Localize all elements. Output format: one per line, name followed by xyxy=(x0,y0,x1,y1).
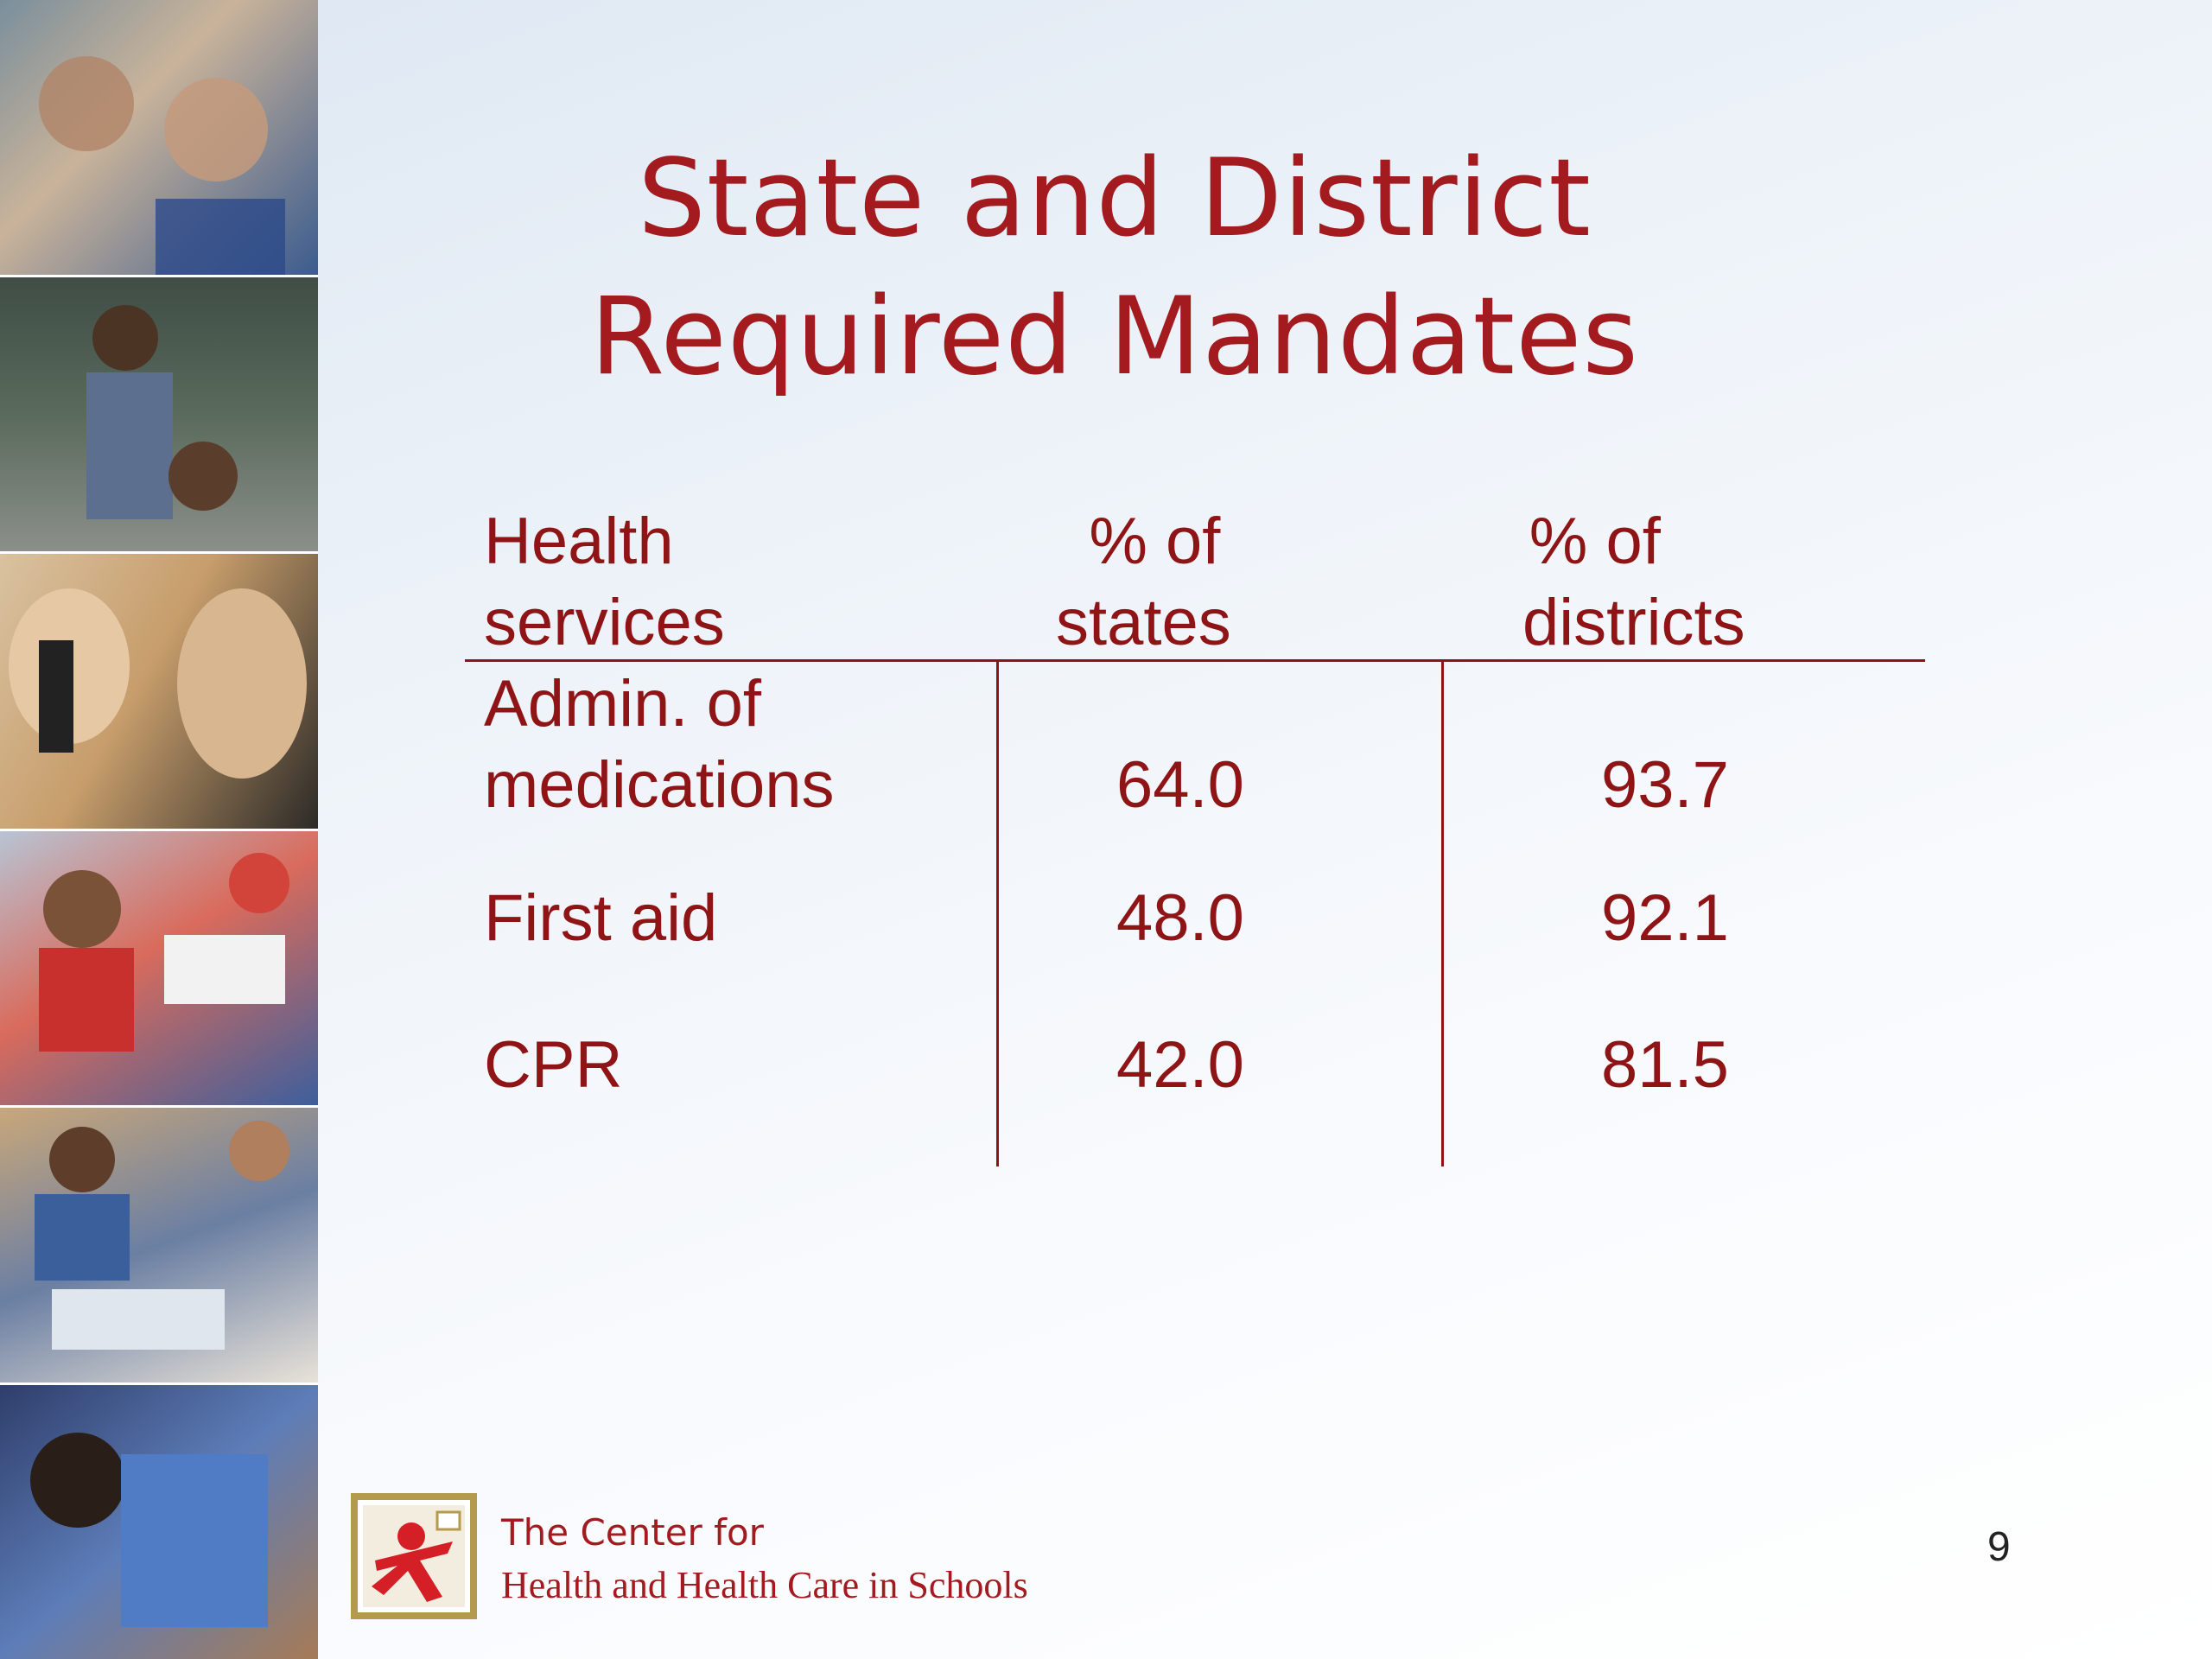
organization-name-line2: Health and Health Care in Schools xyxy=(501,1564,1028,1606)
organization-name-line1: The Center for xyxy=(501,1511,764,1554)
photo-strip xyxy=(0,0,318,1659)
photo-adult-child-ear-exam xyxy=(0,0,318,277)
photo-girls-microscope xyxy=(0,554,318,831)
page-number: 9 xyxy=(1987,1524,2011,1570)
column-divider-2 xyxy=(1441,661,1444,1166)
header-percent-districts-line1: % of xyxy=(1529,505,1661,578)
running-figure-icon xyxy=(372,1510,461,1602)
photo-children-outdoors xyxy=(0,830,318,1108)
row-first-aid-states: 48.0 xyxy=(1116,881,1244,955)
row-cpr-states: 42.0 xyxy=(1116,1028,1244,1102)
header-percent-districts-line2: districts xyxy=(1522,586,1745,659)
photo-3-figure xyxy=(9,588,307,779)
row-cpr-service: CPR xyxy=(484,1028,623,1102)
organization-logo xyxy=(351,1493,477,1619)
row-admin-medications-districts: 93.7 xyxy=(1601,748,1729,822)
header-health-services-line2: services xyxy=(484,586,725,659)
photo-child-bending xyxy=(0,1384,318,1659)
photo-boy-at-chalkboard xyxy=(0,276,318,554)
row-first-aid-service: First aid xyxy=(484,881,718,955)
slide-title: State and District Required Mandates xyxy=(589,137,1640,399)
photo-child-at-nurse-office xyxy=(0,1108,318,1385)
row-cpr-districts: 81.5 xyxy=(1601,1028,1729,1102)
photo-1-figure xyxy=(39,56,285,275)
row-admin-medications-line2: medications xyxy=(484,748,835,822)
header-percent-states-line1: % of xyxy=(1089,505,1221,578)
row-first-aid-districts: 92.1 xyxy=(1601,881,1729,955)
header-percent-states-line2: states xyxy=(1056,586,1231,659)
column-divider-1 xyxy=(996,661,999,1166)
photo-4-figure xyxy=(39,852,289,1052)
header-percent-states: % of states xyxy=(1056,501,1231,664)
header-percent-districts: % of districts xyxy=(1522,501,1745,664)
row-admin-medications-service: Admin. of medications xyxy=(484,664,835,826)
header-health-services: Health services xyxy=(484,501,725,664)
photo-5-figure xyxy=(35,1121,289,1350)
photo-2-figure xyxy=(86,304,238,519)
header-health-services-line1: Health xyxy=(484,505,674,578)
row-admin-medications-line1: Admin. of xyxy=(484,667,762,741)
photo-6-figure xyxy=(30,1432,268,1627)
row-admin-medications-states: 64.0 xyxy=(1116,748,1244,822)
